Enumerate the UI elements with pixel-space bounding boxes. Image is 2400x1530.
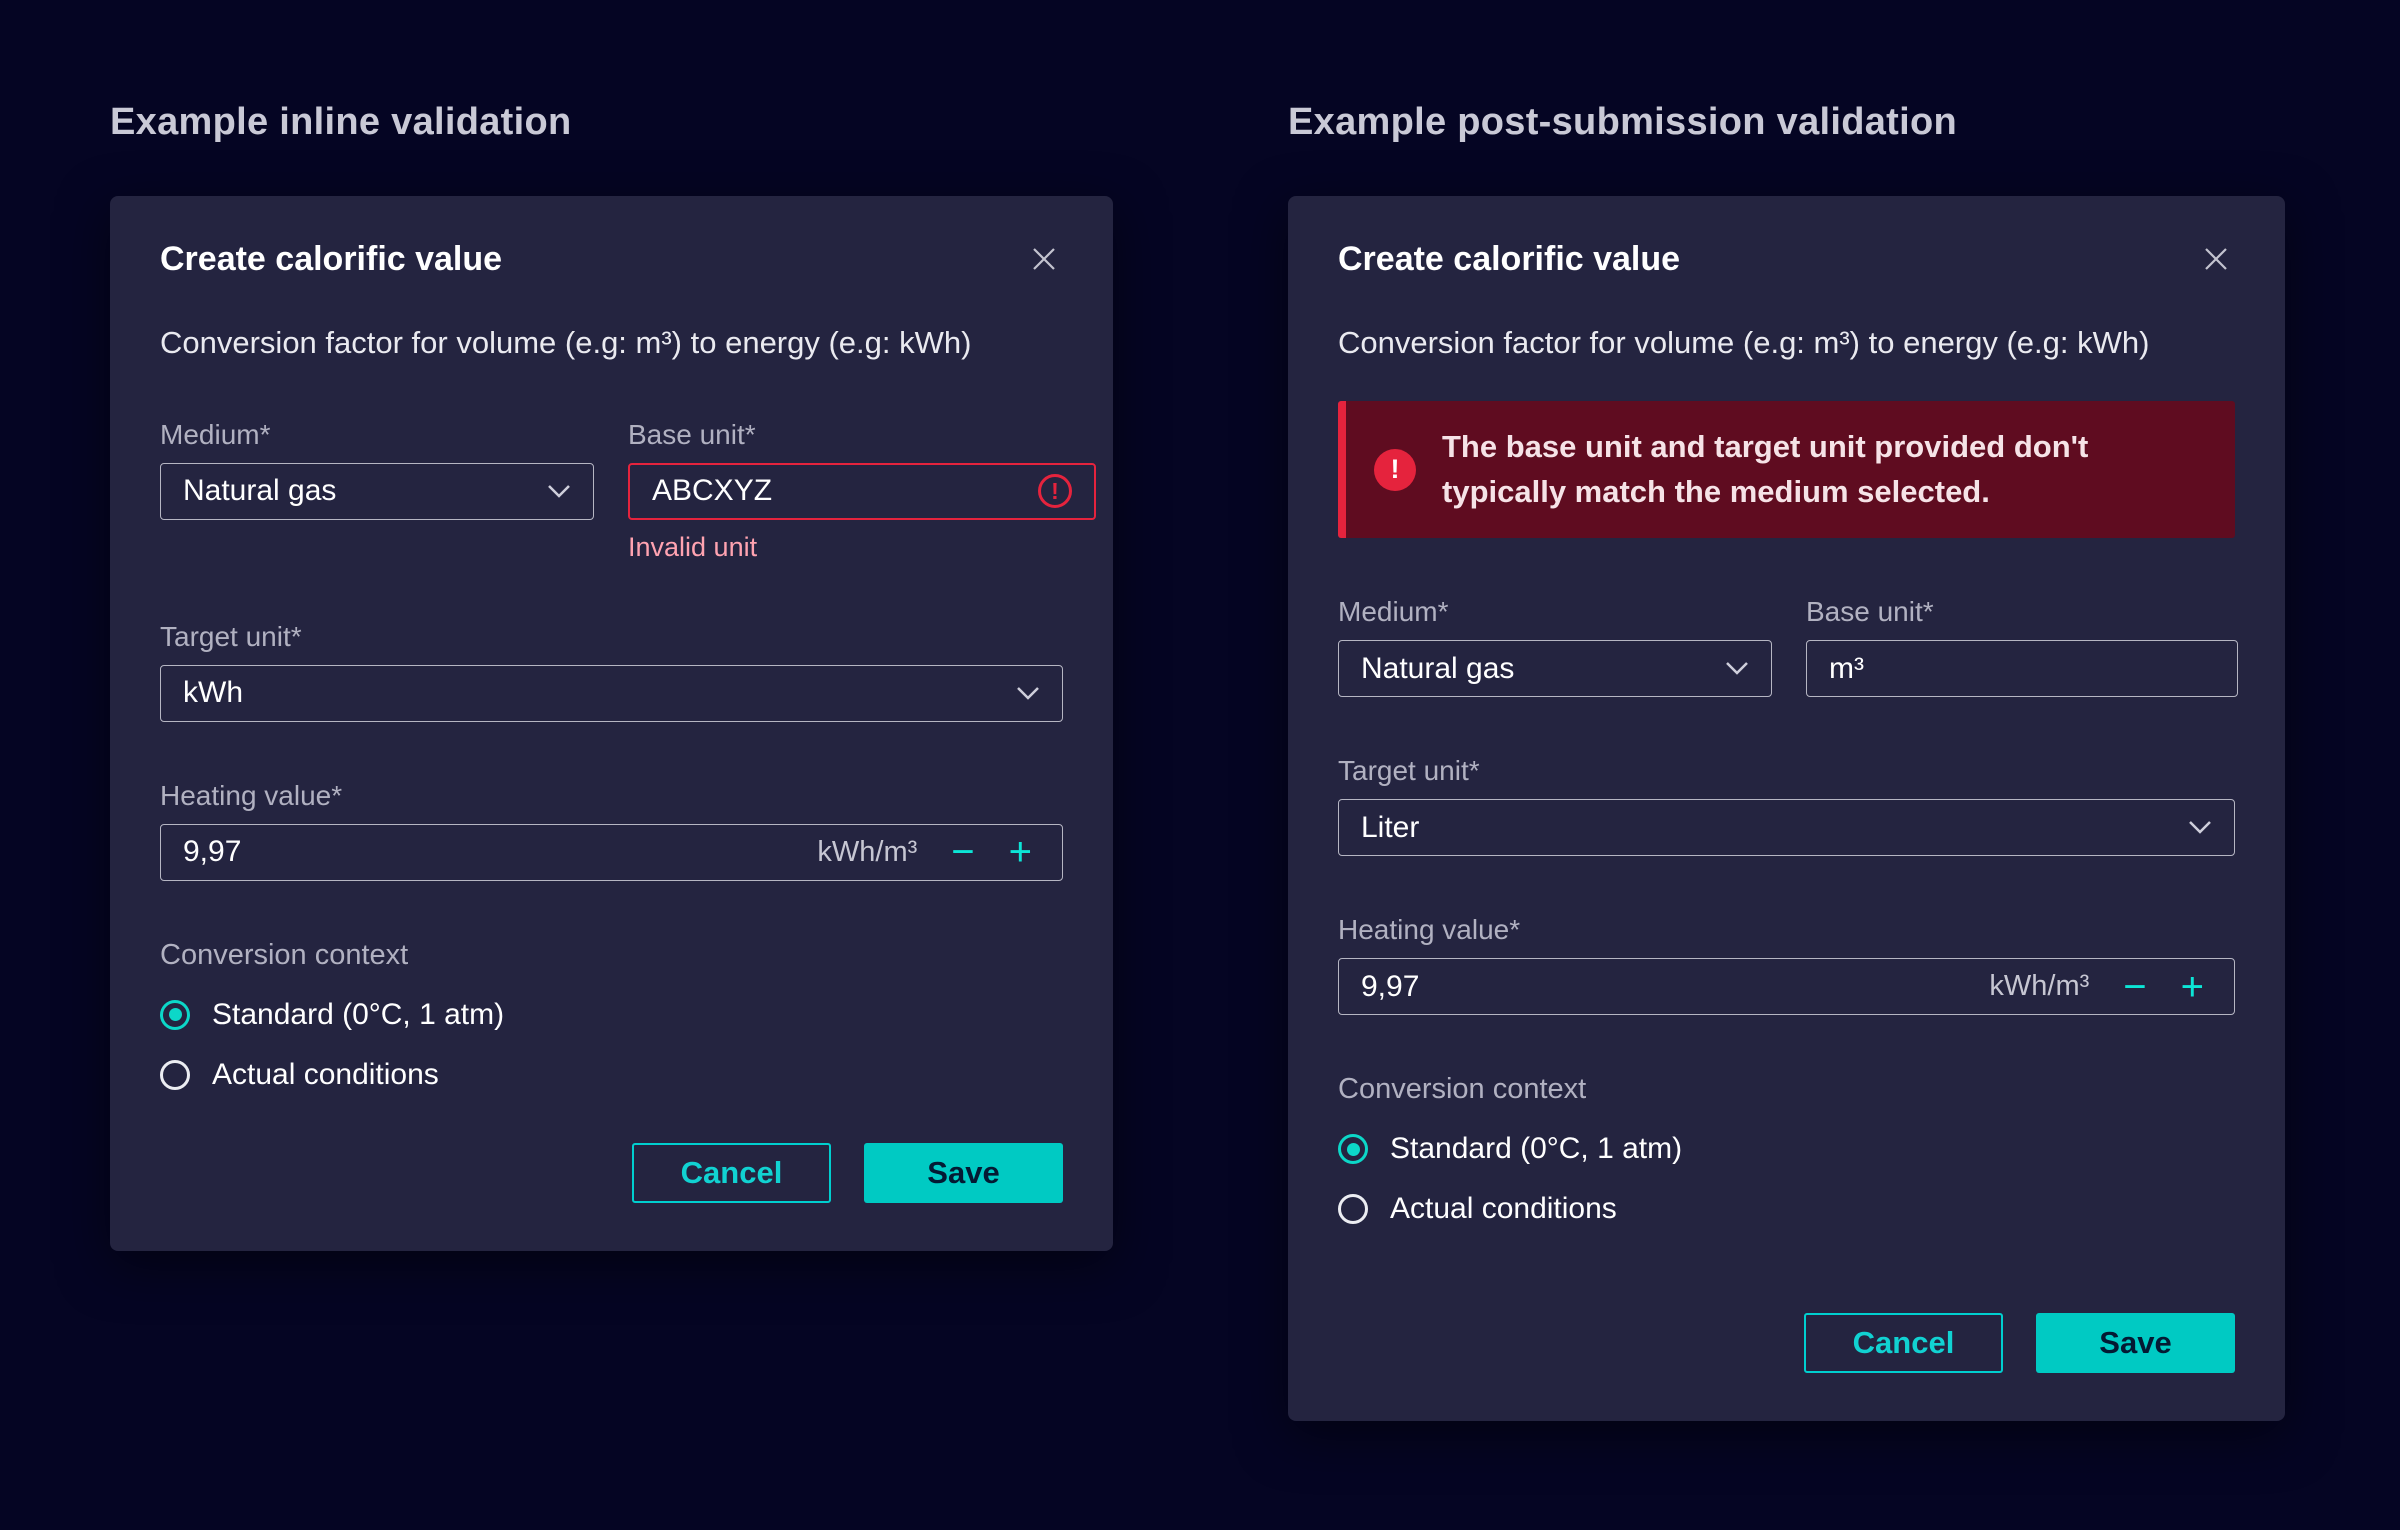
radio-option-actual[interactable]: Actual conditions [160,1058,1063,1092]
radio-selected-icon[interactable] [1338,1134,1368,1165]
medium-label: Medium* [160,418,271,450]
chevron-down-icon [547,484,571,499]
target-unit-field-group: Target unit* Liter [1338,755,2235,857]
chevron-down-icon [2188,820,2212,835]
save-button[interactable]: Save [864,1142,1063,1203]
medium-field-group: Medium* Natural gas [160,419,594,563]
medium-select[interactable]: Natural gas [160,462,594,520]
target-unit-label: Target unit* [1338,755,1480,787]
heating-value-input[interactable] [1361,969,1990,1004]
conversion-context-group: Conversion context Standard (0°C, 1 atm)… [1338,1073,2235,1226]
radio-unselected-icon[interactable] [1338,1194,1368,1225]
alert-message: The base unit and target unit provided d… [1442,428,2089,509]
base-unit-field-group: Base unit* ! Invalid unit [628,419,1096,563]
create-calorific-value-modal: Create calorific value Conversion factor… [1288,195,2285,1421]
radio-unselected-icon[interactable] [160,1059,190,1090]
medium-select[interactable]: Natural gas [1338,640,1772,698]
modal-title: Create calorific value [1338,239,1681,278]
close-icon [2201,247,2231,277]
radio-option-actual[interactable]: Actual conditions [1338,1192,2235,1226]
radio-label: Actual conditions [212,1057,439,1091]
heating-value-input[interactable] [183,835,818,870]
radio-dot [1346,1142,1360,1156]
modal-header: Create calorific value [1338,240,2235,279]
radio-selected-icon[interactable] [160,999,190,1030]
close-icon [1029,247,1059,277]
target-unit-field-group: Target unit* kWh [160,621,1063,722]
modal-actions: Cancel Save [1338,1312,2235,1373]
radio-label: Standard (0°C, 1 atm) [1390,1132,1683,1166]
chevron-down-icon [1725,661,1749,676]
close-button[interactable] [1025,240,1063,278]
radio-label: Actual conditions [1390,1192,1617,1226]
medium-value: Natural gas [1361,651,1515,685]
error-alert-banner: ! The base unit and target unit provided… [1338,400,2235,539]
radio-label: Standard (0°C, 1 atm) [212,997,505,1031]
error-circle-icon: ! [1038,474,1072,509]
section-heading: Example post-submission validation [1288,101,1958,143]
cancel-button[interactable]: Cancel [632,1142,831,1203]
conversion-context-label: Conversion context [160,938,409,971]
medium-value: Natural gas [183,474,337,508]
base-unit-input[interactable] [652,474,1038,509]
target-unit-select[interactable]: kWh [160,664,1063,722]
target-unit-value: Liter [1361,810,1420,844]
base-unit-error-message: Invalid unit [628,531,758,562]
base-unit-label: Base unit* [1806,596,1934,628]
post-submission-validation-section: Example post-submission validation Creat… [1288,100,2285,1421]
medium-baseunit-row: Medium* Natural gas Base unit* ! Invalid… [160,419,1096,563]
modal-description: Conversion factor for volume (e.g: m³) t… [160,324,972,360]
radio-option-standard[interactable]: Standard (0°C, 1 atm) [1338,1132,2235,1166]
close-button[interactable] [2197,240,2235,278]
base-unit-label: Base unit* [628,418,756,450]
section-heading: Example inline validation [110,101,572,143]
heating-value-field-group: Heating value* kWh/m³ − + [1338,914,2235,1016]
medium-field-group: Medium* Natural gas [1338,596,1772,698]
target-unit-select[interactable]: Liter [1338,799,2235,857]
save-button[interactable]: Save [2036,1312,2235,1373]
heating-value-label: Heating value* [1338,914,1521,946]
heating-value-input-wrapper: kWh/m³ − + [160,823,1063,881]
base-unit-field-group: Base unit* [1806,596,2238,698]
medium-baseunit-row: Medium* Natural gas Base unit* [1338,596,2238,698]
heating-value-input-wrapper: kWh/m³ − + [1338,958,2235,1016]
target-unit-label: Target unit* [160,620,302,652]
increment-button[interactable]: + [2173,967,2212,1007]
chevron-down-icon [1016,686,1040,701]
target-unit-value: kWh [183,676,243,710]
create-calorific-value-modal: Create calorific value Conversion factor… [110,195,1113,1251]
modal-actions: Cancel Save [160,1142,1063,1203]
medium-label: Medium* [1338,596,1449,628]
radio-option-standard[interactable]: Standard (0°C, 1 atm) [160,998,1063,1032]
modal-title: Create calorific value [160,239,503,278]
decrement-button[interactable]: − [943,832,982,872]
conversion-context-group: Conversion context Standard (0°C, 1 atm)… [160,939,1063,1092]
base-unit-input-wrapper [1806,640,2238,698]
base-unit-input[interactable] [1829,651,2215,686]
heating-value-field-group: Heating value* kWh/m³ − + [160,780,1063,881]
heating-value-label: Heating value* [160,779,343,811]
cancel-button[interactable]: Cancel [1804,1312,2003,1373]
alert-exclamation-icon: ! [1374,448,1416,491]
modal-header: Create calorific value [160,240,1063,279]
heating-value-unit: kWh/m³ [817,835,918,868]
increment-button[interactable]: + [1001,832,1040,872]
heating-value-unit: kWh/m³ [1989,970,2090,1003]
modal-description: Conversion factor for volume (e.g: m³) t… [1338,324,2150,360]
inline-validation-section: Example inline validation Create calorif… [110,100,1113,1251]
base-unit-input-wrapper: ! [628,462,1096,520]
decrement-button[interactable]: − [2115,967,2154,1007]
conversion-context-label: Conversion context [1338,1073,1587,1106]
radio-dot [168,1008,182,1022]
